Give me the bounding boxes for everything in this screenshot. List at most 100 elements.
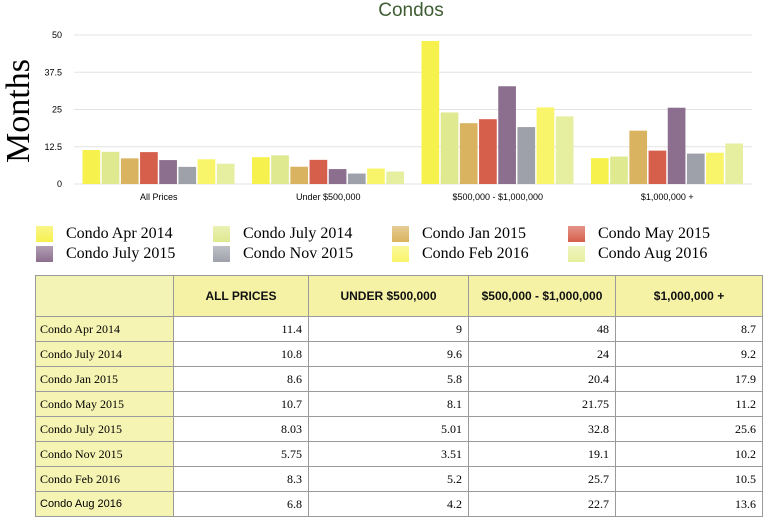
legend: Condo Apr 2014 Condo July 2014 Condo Jan 2…: [36, 224, 773, 268]
row-label: Condo July 2014: [35, 341, 174, 367]
bar: [82, 150, 101, 184]
bar: [421, 40, 440, 185]
legend-swatch: [568, 246, 585, 262]
table-cell: 10.2: [615, 441, 763, 467]
legend-label: Condo Feb 2016: [422, 245, 529, 262]
table-row: Condo Nov 2015 5.75 3.51 19.1 10.2: [35, 441, 763, 467]
bar: [252, 157, 270, 184]
bar: [197, 159, 216, 184]
bar: [517, 127, 536, 184]
y-tick-label: 50: [52, 30, 62, 40]
bar-chart: Condos Months 0 12.5 25 37.5 50 All Prices Un…: [0, 0, 752, 202]
x-category-label: Under $500,000: [296, 192, 361, 202]
table-cell: 10.5: [615, 466, 763, 492]
data-table: ALL PRICES UNDER $500,000 $500,000 - $1,…: [35, 275, 763, 517]
table-row: Condo Aug 2016 6.8 4.2 22.7 13.6: [35, 491, 763, 517]
table-cell: 20.4: [468, 366, 616, 392]
x-category-label: $500,000 - $1,000,000: [452, 192, 543, 202]
table-cell: 22.7: [468, 491, 616, 517]
legend-label: Condo Jan 2015: [422, 225, 526, 242]
legend-swatch: [392, 226, 409, 242]
row-label: Condo Jan 2015: [35, 366, 174, 392]
table-cell: 9.6: [308, 341, 469, 367]
bar: [120, 158, 139, 184]
legend-label: Condo Apr 2014: [66, 225, 173, 242]
legend-item: Condo Aug 2016: [568, 244, 707, 264]
y-tick-label: 12.5: [44, 142, 62, 152]
x-category-label: All Prices: [140, 192, 178, 202]
table-row: Condo May 2015 10.7 8.1 21.75 11.2: [35, 391, 763, 417]
table-header-row: ALL PRICES UNDER $500,000 $500,000 - $1,…: [35, 275, 763, 317]
legend-label: Condo Aug 2016: [598, 245, 708, 262]
bar: [479, 119, 497, 184]
table-body: Condo Apr 2014 11.4 9 48 8.7 Condo July 2014 1…: [35, 316, 763, 517]
table-cell: 8.6: [173, 366, 309, 392]
legend-swatch: [392, 246, 409, 262]
legend-item: Condo July 2015: [36, 244, 175, 264]
legend-item: Condo Feb 2016: [392, 244, 529, 264]
y-tick-label: 25: [52, 105, 62, 115]
column-header: ALL PRICES: [173, 275, 309, 317]
legend-item: Condo May 2015: [568, 224, 710, 244]
bar: [216, 163, 235, 184]
row-label: Condo Aug 2016: [35, 491, 174, 517]
legend-swatch: [36, 226, 53, 242]
table-row: Condo Apr 2014 11.4 9 48 8.7: [35, 316, 763, 342]
bar: [686, 153, 705, 184]
table-cell: 6.8: [173, 491, 309, 517]
bar: [536, 107, 555, 184]
table-row: Condo July 2015 8.03 5.01 32.8 25.6: [35, 416, 763, 442]
legend-item: Condo July 2014: [213, 224, 352, 244]
bar: [347, 173, 366, 184]
bar: [178, 166, 197, 184]
bar: [498, 86, 516, 184]
table-cell: 17.9: [615, 366, 763, 392]
row-label: Condo May 2015: [35, 391, 174, 417]
table-row: Condo Jan 2015 8.6 5.8 20.4 17.9: [35, 366, 763, 392]
table-row: Condo Feb 2016 8.3 5.2 25.7 10.5: [35, 466, 763, 492]
bar: [610, 156, 628, 184]
legend-label: Condo Nov 2015: [243, 245, 354, 262]
table-row: Condo July 2014 10.8 9.6 24 9.2: [35, 341, 763, 367]
y-tick-label: 0: [57, 179, 62, 189]
bar: [629, 130, 648, 184]
legend-item: Condo Nov 2015: [213, 244, 353, 264]
bar: [706, 152, 724, 184]
chart-title: Condos: [378, 0, 444, 21]
legend-label: Condo July 2015: [66, 245, 176, 262]
legend-label: Condo May 2015: [598, 225, 710, 242]
table-cell: 5.01: [308, 416, 469, 442]
table-cell: 5.2: [308, 466, 469, 492]
row-label: Condo July 2015: [35, 416, 174, 442]
table-cell: 8.03: [173, 416, 309, 442]
table-cell: 9: [308, 316, 469, 342]
row-label: Condo Feb 2016: [35, 466, 174, 492]
table-cell: 13.6: [615, 491, 763, 517]
legend-label: Condo July 2014: [243, 225, 353, 242]
table-cell: 10.7: [173, 391, 309, 417]
legend-swatch: [36, 246, 53, 262]
bar: [159, 160, 177, 184]
x-category-label: $1,000,000 +: [641, 192, 694, 202]
table-cell: 25.6: [615, 416, 763, 442]
y-axis-ticks: 0 12.5 25 37.5 50: [44, 30, 62, 189]
y-axis-label: Months: [0, 59, 37, 163]
bar: [667, 107, 686, 184]
bar: [328, 169, 347, 184]
column-header: UNDER $500,000: [308, 275, 469, 317]
table-cell: 11.4: [173, 316, 309, 342]
bar: [309, 159, 328, 184]
table-cell: 21.75: [468, 391, 616, 417]
legend-swatch: [568, 226, 585, 242]
row-label: Condo Nov 2015: [35, 441, 174, 467]
bar: [290, 166, 309, 184]
bar: [648, 150, 667, 184]
bar: [440, 112, 459, 184]
legend-swatch: [213, 226, 230, 242]
bar: [367, 168, 385, 184]
legend-item: Condo Jan 2015: [392, 224, 526, 244]
bar: [271, 155, 289, 184]
table-cell: 8.1: [308, 391, 469, 417]
bar: [140, 152, 158, 184]
table-cell: 3.51: [308, 441, 469, 467]
